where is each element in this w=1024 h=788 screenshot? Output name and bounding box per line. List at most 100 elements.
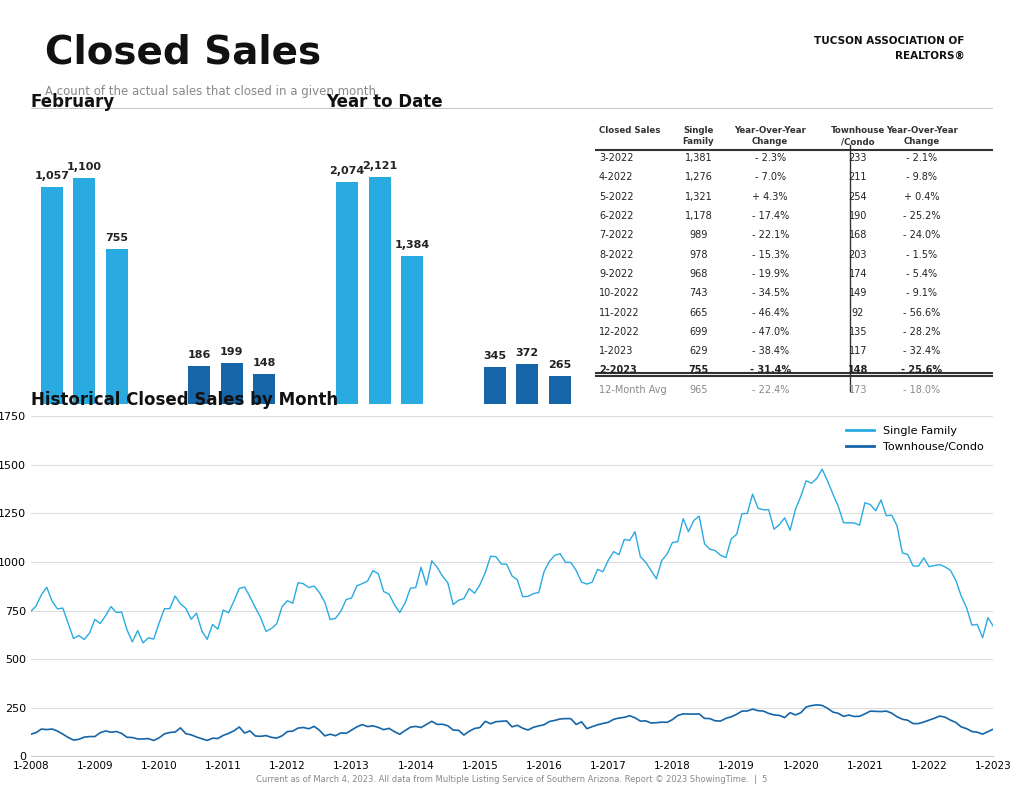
Text: +7.8%: +7.8% [511,427,544,437]
Bar [336,182,358,404]
Text: 2021: 2021 [335,458,359,468]
Text: Townhouse
/Condo: Townhouse /Condo [830,126,885,147]
Text: - 47.0%: - 47.0% [752,327,788,336]
Text: - 22.1%: - 22.1% [752,230,788,240]
Text: February: February [31,93,115,110]
Text: - 7.0%: - 7.0% [755,173,785,183]
Text: +2.3%: +2.3% [364,427,396,437]
Text: 254: 254 [849,191,867,202]
Text: 372: 372 [516,348,539,359]
Text: - 19.9%: - 19.9% [752,269,788,279]
Bar [369,177,390,404]
Text: 6-2022: 6-2022 [599,211,634,221]
Text: Townhouse/Condo: Townhouse/Condo [474,495,581,505]
Text: 2023: 2023 [547,458,572,468]
Text: 199: 199 [220,347,244,357]
Text: 2022: 2022 [219,458,245,468]
Text: Current as of March 4, 2023. All data from Multiple Listing Service of Southern : Current as of March 4, 2023. All data fr… [256,775,768,784]
Text: +6.1%: +6.1% [331,427,364,437]
Text: 11-2022: 11-2022 [599,307,640,318]
Text: 755: 755 [105,232,128,243]
Text: - 34.5%: - 34.5% [752,288,788,298]
Text: - 5.4%: - 5.4% [906,269,937,279]
Bar [483,367,506,404]
Text: 168: 168 [849,230,867,240]
Text: 978: 978 [689,250,708,259]
Text: - 22.4%: - 22.4% [752,385,788,395]
Text: 7-2022: 7-2022 [599,230,634,240]
Text: -31.4%: -31.4% [99,427,134,437]
Text: Single Family: Single Family [45,495,124,505]
Text: 148: 148 [848,366,868,375]
Text: Year-Over-Year
Change: Year-Over-Year Change [886,126,957,147]
Text: -34.7%: -34.7% [395,427,429,437]
Bar [105,249,128,404]
Text: 265: 265 [548,359,571,370]
Text: 10-2022: 10-2022 [599,288,640,298]
Text: - 25.6%: - 25.6% [901,366,942,375]
Text: 965: 965 [689,385,708,395]
Text: Year to Date: Year to Date [326,93,442,110]
Text: 190: 190 [849,211,867,221]
Text: Historical Closed Sales by Month: Historical Closed Sales by Month [31,391,338,409]
Text: Single Family: Single Family [340,495,419,505]
Text: - 32.4%: - 32.4% [903,346,940,356]
Text: - 17.4%: - 17.4% [752,211,788,221]
Text: - 18.0%: - 18.0% [903,385,940,395]
Text: 3-2022: 3-2022 [599,153,634,163]
Text: - 38.4%: - 38.4% [752,346,788,356]
Bar [221,363,243,404]
Legend: Single Family, Townhouse/Condo: Single Family, Townhouse/Condo [842,422,988,456]
Text: 2021: 2021 [39,458,65,468]
Text: Single
Family: Single Family [683,126,715,147]
Text: - 1.5%: - 1.5% [906,250,937,259]
Bar [549,376,570,404]
Text: - 25.2%: - 25.2% [903,211,940,221]
Text: - 46.4%: - 46.4% [752,307,788,318]
Text: 92: 92 [852,307,864,318]
Bar [73,178,95,404]
Text: 173: 173 [849,385,867,395]
Text: 233: 233 [849,153,867,163]
Text: 629: 629 [689,346,708,356]
Text: - 15.3%: - 15.3% [752,250,788,259]
Bar [516,364,539,404]
Bar [253,374,275,404]
Text: 1,276: 1,276 [685,173,713,183]
Text: Townhouse/Condo: Townhouse/Condo [179,495,285,505]
Text: - 31.4%: - 31.4% [750,366,791,375]
Text: 4-2022: 4-2022 [599,173,634,183]
Text: 345: 345 [483,351,507,361]
Text: 1,178: 1,178 [685,211,713,221]
Text: 2,074: 2,074 [330,166,365,176]
Text: 2021: 2021 [187,458,212,468]
Text: Year-Over-Year
Change: Year-Over-Year Change [734,126,806,147]
Text: 699: 699 [689,327,708,336]
Text: 2023: 2023 [104,458,129,468]
Text: 148: 148 [253,358,276,367]
Text: -28.8%: -28.8% [543,427,577,437]
Text: Closed Sales: Closed Sales [599,126,660,136]
Text: + 4.3%: + 4.3% [753,191,788,202]
Text: 2-2023: 2-2023 [599,366,637,375]
Text: 2022: 2022 [368,458,392,468]
Text: - 2.1%: - 2.1% [906,153,937,163]
Bar [41,187,62,404]
Text: +1.1%: +1.1% [183,427,216,437]
Text: 743: 743 [689,288,708,298]
Text: 12-Month Avg: 12-Month Avg [599,385,667,395]
Text: 989: 989 [689,230,708,240]
Text: 1-2023: 1-2023 [599,346,633,356]
Text: - 9.1%: - 9.1% [906,288,937,298]
Text: 2022: 2022 [72,458,96,468]
Text: 149: 149 [849,288,867,298]
Text: A count of the actual sales that closed in a given month.: A count of the actual sales that closed … [45,85,380,98]
Text: 174: 174 [849,269,867,279]
Text: 135: 135 [849,327,867,336]
Bar [401,256,423,404]
Text: 9-2022: 9-2022 [599,269,634,279]
Text: 12-2022: 12-2022 [599,327,640,336]
Text: 1,381: 1,381 [685,153,713,163]
Text: - 24.0%: - 24.0% [903,230,940,240]
Text: 2023: 2023 [252,458,276,468]
